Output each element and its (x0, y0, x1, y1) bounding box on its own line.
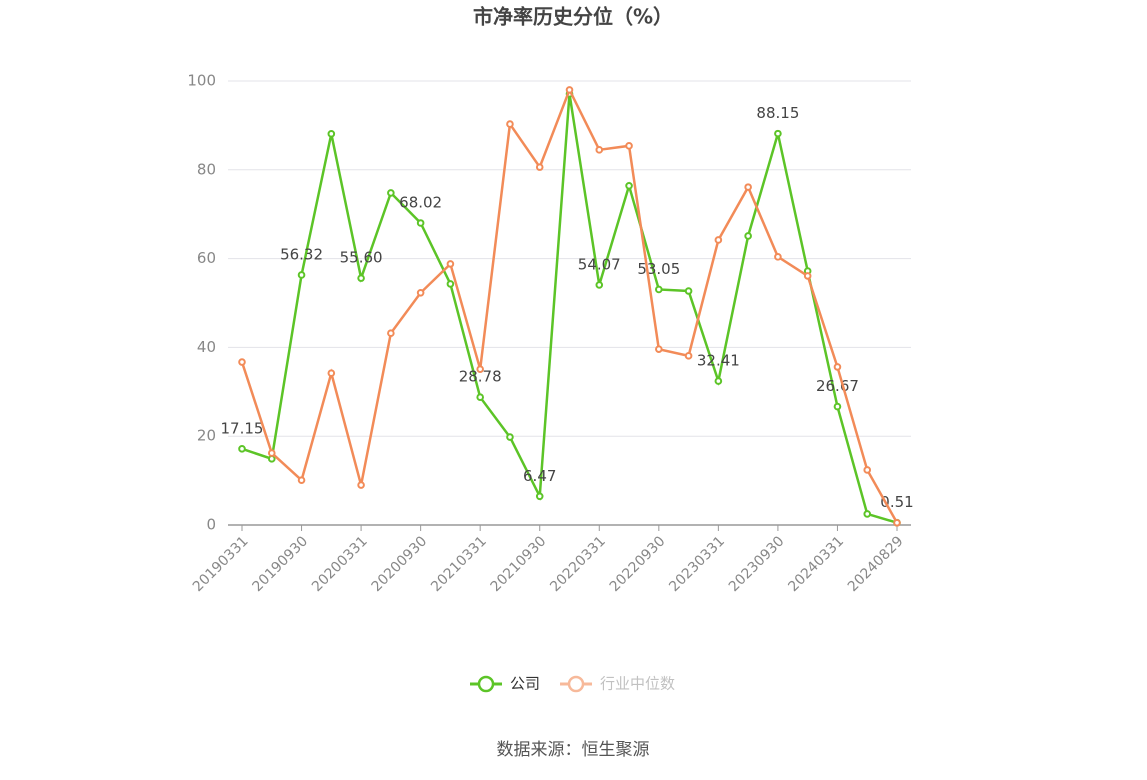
data-point (655, 345, 663, 353)
y-tick-label: 60 (197, 249, 216, 267)
data-label: 88.15 (756, 104, 799, 122)
data-point (416, 288, 425, 297)
legend-label: 公司 (510, 675, 540, 693)
data-point (625, 181, 633, 190)
data-point (297, 476, 306, 484)
data-point (803, 272, 812, 280)
x-tick-label: 20230331 (666, 533, 728, 595)
data-point (893, 518, 901, 527)
x-tick-label: 20200331 (309, 533, 371, 595)
x-tick-label: 20190930 (249, 533, 311, 595)
y-tick-label: 100 (187, 72, 216, 90)
y-tick-label: 20 (197, 427, 216, 445)
chart-title: 市净率历史分位（%） (473, 5, 673, 29)
x-tick-label: 20220331 (547, 533, 609, 595)
x-tick-label: 20230930 (726, 533, 788, 595)
data-label: 17.15 (221, 419, 264, 437)
data-point (863, 510, 872, 518)
data-point (506, 433, 514, 441)
data-point (684, 352, 693, 360)
data-point (565, 86, 574, 94)
data-label: 56.32 (280, 245, 323, 263)
data-label: 6.47 (523, 467, 556, 485)
data-point (238, 358, 246, 366)
data-point (506, 120, 514, 128)
data-point (297, 271, 306, 279)
data-point (357, 274, 365, 282)
x-tick-label: 20240331 (785, 533, 847, 595)
data-point (595, 146, 604, 154)
data-label: 26.67 (816, 377, 859, 395)
data-point (774, 253, 782, 261)
x-tick-label: 20210930 (488, 533, 550, 595)
data-point (238, 445, 246, 453)
x-tick-label: 20200930 (369, 533, 431, 595)
x-tick-label: 20190331 (190, 533, 252, 595)
y-tick-label: 40 (197, 338, 216, 356)
legend-marker (477, 675, 495, 693)
data-point (446, 260, 455, 268)
series-line (240, 86, 899, 524)
data-point (535, 163, 544, 171)
data-point (416, 219, 425, 227)
data-label: 28.78 (459, 368, 502, 386)
y-tick-label: 80 (197, 160, 216, 178)
x-tick-label: 20210331 (428, 533, 490, 595)
data-point (446, 280, 455, 288)
data-point (655, 285, 663, 294)
data-point (714, 377, 723, 385)
data-point (684, 287, 693, 295)
data-label: 53.05 (637, 260, 680, 278)
data-point (357, 481, 365, 489)
data-point (833, 402, 842, 411)
legend-marker (567, 675, 585, 693)
data-point (625, 142, 633, 150)
legend-item[interactable]: 行业中位数 (560, 675, 675, 693)
data-point (476, 393, 484, 402)
source: 数据来源：恒生聚源 (497, 740, 650, 760)
data-point (833, 363, 842, 371)
data-label: 32.41 (697, 352, 740, 370)
legend-item[interactable]: 公司 (470, 675, 540, 693)
data-point (267, 455, 276, 463)
data-point (774, 129, 782, 138)
series-line (241, 93, 898, 524)
legend-label: 行业中位数 (600, 675, 675, 693)
data-point (327, 130, 336, 138)
data-point (267, 449, 276, 457)
data-point (744, 232, 752, 240)
data-point (535, 492, 544, 501)
data-point (595, 281, 604, 289)
y-tick-label: 0 (206, 516, 216, 534)
data-point (714, 236, 723, 244)
data-point (744, 183, 752, 191)
data-point (476, 365, 484, 373)
data-label: 54.07 (578, 255, 621, 273)
data-point (863, 466, 872, 474)
data-point (327, 369, 336, 377)
data-label: 55.60 (340, 249, 383, 267)
data-point (387, 329, 395, 337)
x-tick-label: 20220930 (607, 533, 669, 595)
data-label: 68.02 (399, 193, 442, 211)
data-point (387, 189, 395, 197)
x-tick-label: 20240829 (845, 533, 907, 595)
